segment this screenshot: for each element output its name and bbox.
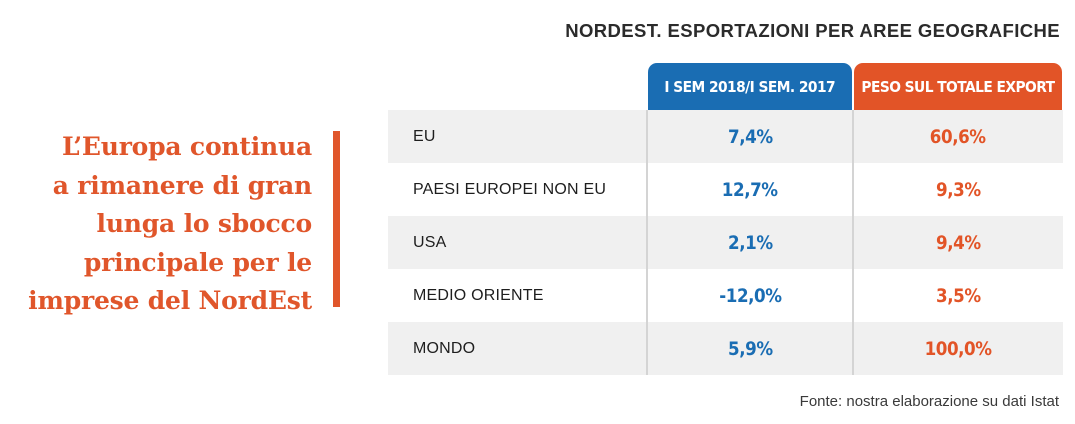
row-area: USA: [413, 233, 447, 251]
header-peso: PESO SUL TOTALE EXPORT: [854, 63, 1062, 110]
export-table: I SEM 2018/I SEM. 2017 PESO SUL TOTALE E…: [388, 63, 1063, 375]
row-area: MEDIO ORIENTE: [413, 286, 544, 304]
column-divider: [646, 110, 648, 375]
table-row: USA 2,1% 9,4%: [388, 216, 1063, 269]
intro-quote: L’Europa continua a rimanere di gran lun…: [20, 128, 312, 321]
row-peso: 3,5%: [935, 284, 981, 307]
row-peso: 100,0%: [924, 337, 992, 360]
table-row: MONDO 5,9% 100,0%: [388, 322, 1063, 375]
header-variazione: I SEM 2018/I SEM. 2017: [648, 63, 852, 110]
row-variazione: 2,1%: [727, 231, 773, 254]
row-area: EU: [413, 127, 436, 145]
source-note: Fonte: nostra elaborazione su dati Istat: [799, 393, 1059, 410]
table-row: PAESI EUROPEI NON EU 12,7% 9,3%: [388, 163, 1063, 216]
quote-line: imprese del NordEst: [28, 286, 312, 315]
row-area: PAESI EUROPEI NON EU: [413, 180, 607, 198]
table-row: MEDIO ORIENTE -12,0% 3,5%: [388, 269, 1063, 322]
quote-line: principale per le: [83, 247, 312, 277]
row-area: MONDO: [413, 339, 476, 357]
header-peso-label: PESO SUL TOTALE EXPORT: [861, 77, 1055, 96]
row-peso: 9,3%: [935, 178, 981, 201]
table-header-row: I SEM 2018/I SEM. 2017 PESO SUL TOTALE E…: [388, 63, 1063, 110]
table-title: NORDEST. ESPORTAZIONI PER AREE GEOGRAFIC…: [565, 20, 1060, 41]
quote-accent-bar: [333, 131, 340, 307]
table-row: EU 7,4% 60,6%: [388, 110, 1063, 163]
column-divider: [852, 110, 854, 375]
row-peso: 60,6%: [930, 125, 986, 148]
row-variazione: 12,7%: [722, 178, 778, 201]
row-variazione: 5,9%: [727, 337, 773, 360]
header-variazione-label: I SEM 2018/I SEM. 2017: [664, 77, 836, 96]
row-peso: 9,4%: [935, 231, 981, 254]
table-body: EU 7,4% 60,6% PAESI EUROPEI NON EU 12,7%…: [388, 110, 1063, 375]
row-variazione: -12,0%: [718, 284, 782, 307]
quote-line: L’Europa continua: [61, 132, 312, 161]
quote-line: a rimanere di gran: [52, 170, 312, 200]
quote-line: lunga lo sbocco: [96, 209, 313, 238]
row-variazione: 7,4%: [727, 125, 773, 148]
